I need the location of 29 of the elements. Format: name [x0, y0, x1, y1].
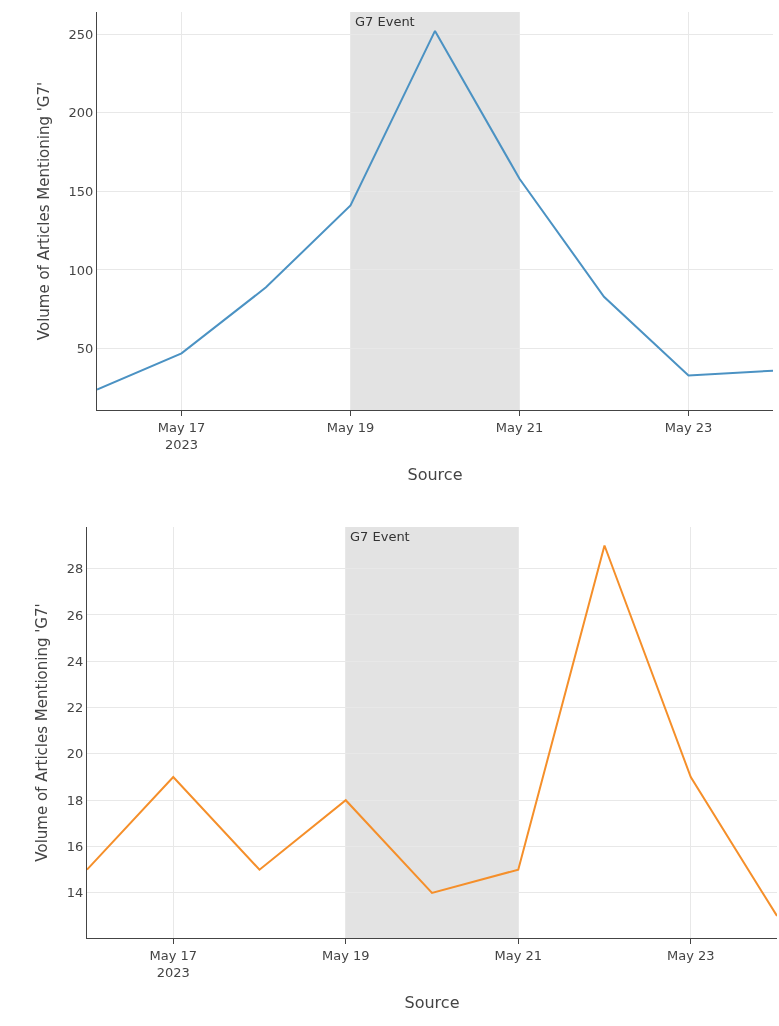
x-tick-label: May 23: [666, 947, 715, 963]
x-tick-label: May 19: [326, 419, 375, 435]
x-tick-label: May 23: [664, 419, 713, 435]
y-axis-title: Volume of Articles Mentioning 'G7': [34, 81, 53, 341]
line-series: [97, 29, 773, 391]
y-tick-label: 20: [66, 746, 84, 762]
y-tick-label: 150: [68, 183, 94, 199]
y-tick-label: 18: [66, 792, 84, 808]
y-tick-label: 250: [68, 26, 94, 42]
x-tick-label: May 19: [321, 947, 370, 963]
band-label: G7 Event: [350, 529, 410, 544]
y-tick-label: 100: [68, 262, 94, 278]
y-tick-label: 14: [66, 885, 84, 901]
y-tick-label: 24: [66, 653, 84, 669]
y-tick-label: 50: [76, 341, 94, 357]
band-label: G7 Event: [355, 14, 415, 29]
y-axis-title: Volume of Articles Mentioning 'G7': [33, 603, 52, 862]
line-series: [87, 544, 777, 917]
x-tick-label: May 17 2023: [149, 947, 198, 980]
x-tick-label: May 21: [494, 947, 543, 963]
y-tick-label: 16: [66, 839, 84, 855]
y-tick-label: 200: [68, 105, 94, 121]
x-tick-label: May 21: [495, 419, 544, 435]
x-axis-title: Source: [404, 993, 460, 1013]
y-tick-label: 28: [66, 561, 84, 577]
x-tick-label: May 17 2023: [157, 419, 206, 452]
y-tick-label: 26: [66, 607, 84, 623]
y-tick-label: 22: [66, 700, 84, 716]
x-axis-title: Source: [407, 465, 463, 485]
